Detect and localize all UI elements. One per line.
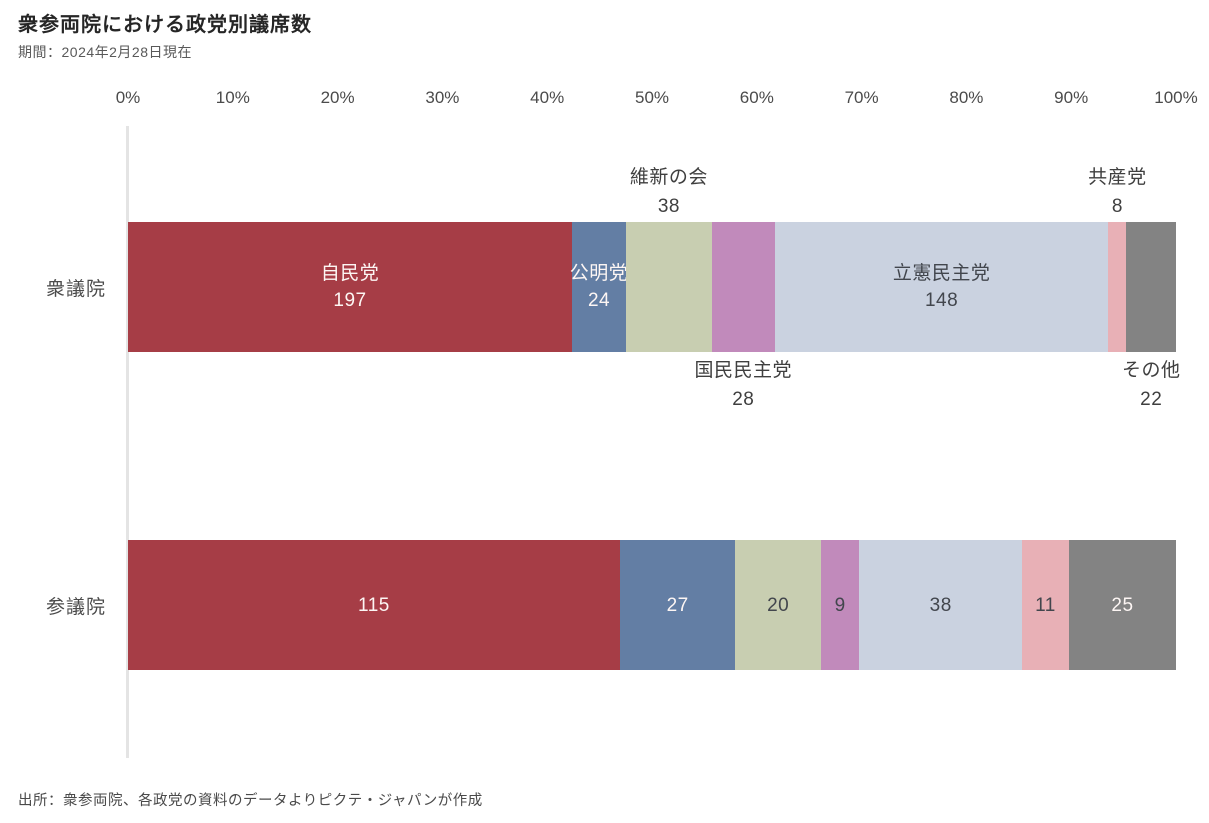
- segment-row0-公明党: 公明党 24: [569, 222, 629, 352]
- segment-row0-国民民主党: [711, 222, 775, 352]
- segment-value: 197: [333, 290, 367, 311]
- segment-row0-その他: [1126, 222, 1176, 352]
- segment-party-name: 立憲民主党: [892, 263, 991, 284]
- segment-value: 11: [1035, 594, 1056, 616]
- row-label-1: 参議院: [45, 596, 106, 618]
- page-title: 衆参両院における政党別議席数: [18, 14, 312, 36]
- segment-row0-共産党: [1108, 222, 1127, 352]
- outside-label-国民民主党: 国民民主党 28: [695, 356, 793, 414]
- x-tick-30pct: 30%: [425, 88, 460, 107]
- outside-party-name: その他: [1121, 360, 1181, 381]
- outside-label-共産党: 共産党 8: [1088, 163, 1147, 221]
- segment-party-name: 公明党: [569, 263, 629, 284]
- segment-row0-自民党: 自民党 197: [128, 222, 572, 352]
- bar-row-1: 115 27 20 9 38 11 25: [128, 540, 1176, 670]
- segment-row1-立憲民主党: 38: [859, 540, 1022, 670]
- x-tick-50pct: 50%: [634, 88, 670, 107]
- segment-row0-立憲民主党: 立憲民主党 148: [774, 222, 1109, 352]
- bar-row-0: 自民党 197 公明党 24 維新の会 38 国民民主党 28 立憲民主党 148 共産党 8 その他 2…: [128, 167, 1180, 410]
- x-tick-70pct: 70%: [844, 88, 879, 107]
- y-axis-line: [126, 126, 129, 758]
- outside-value: 38: [657, 196, 680, 217]
- segment-value: 9: [834, 594, 846, 616]
- x-tick-80pct: 80%: [949, 88, 984, 107]
- outside-party-name: 国民民主党: [694, 360, 793, 381]
- segment-value: 115: [358, 594, 390, 616]
- segment-row1-自民党: 115: [128, 540, 620, 670]
- stacked-bar-chart: 0% 10% 20% 30% 40% 50% 60% 70% 80% 90% 100% 衆議院 自民党 1…: [0, 88, 1209, 780]
- source-note: 出所：衆参両院、各政党の資料のデータよりピクテ・ジャパンが作成: [18, 793, 483, 809]
- segment-row1-国民民主党: 9: [820, 540, 860, 670]
- segment-row0-維新の会: [626, 222, 712, 352]
- x-tick-100pct: 100%: [1154, 88, 1198, 107]
- segment-value: 25: [1111, 594, 1134, 616]
- segment-party-name: 自民党: [320, 263, 380, 284]
- segment-row1-維新の会: 20: [735, 540, 821, 670]
- segment-value: 24: [587, 290, 611, 311]
- x-tick-40pct: 40%: [530, 88, 565, 107]
- outside-value: 8: [1111, 196, 1123, 217]
- segment-value: 148: [924, 290, 959, 311]
- x-tick-60pct: 60%: [739, 88, 774, 107]
- outside-value: 28: [732, 389, 755, 410]
- segment-row1-公明党: 27: [619, 540, 736, 670]
- chart-period: 期間：2024年2月28日現在: [18, 44, 193, 60]
- segment-row1-その他: 25: [1069, 540, 1176, 670]
- outside-label-維新の会: 維新の会 38: [630, 163, 708, 221]
- segment-row1-共産党: 11: [1021, 540, 1070, 670]
- x-tick-10pct: 10%: [215, 88, 250, 107]
- outside-label-その他: その他 22: [1122, 356, 1181, 414]
- x-tick-90pct: 90%: [1054, 88, 1089, 107]
- segment-value: 27: [666, 594, 689, 616]
- outside-party-name: 共産党: [1088, 167, 1147, 188]
- segment-value: 38: [929, 594, 952, 616]
- outside-value: 22: [1140, 389, 1163, 410]
- row-label-0: 衆議院: [45, 278, 106, 300]
- x-tick-0pct: 0%: [115, 88, 141, 107]
- x-tick-20pct: 20%: [320, 88, 355, 107]
- segment-value: 20: [767, 594, 790, 616]
- outside-party-name: 維新の会: [629, 167, 708, 188]
